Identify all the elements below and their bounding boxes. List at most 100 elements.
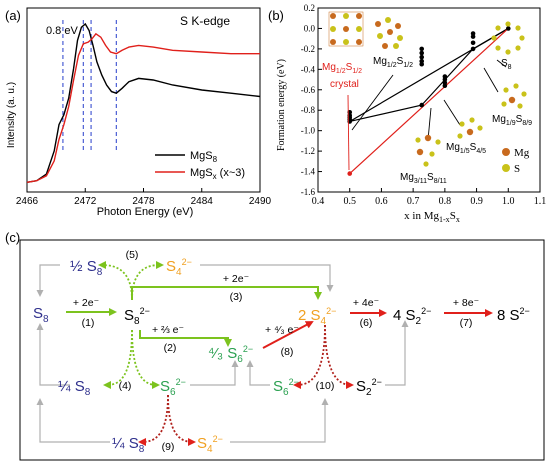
y-tick-label: -0.8 xyxy=(301,105,316,115)
reaction-9-id: (9) xyxy=(162,441,175,453)
structure-mg15s45-image xyxy=(457,117,483,139)
gray-connector-s6right-to-43s6 xyxy=(246,360,270,386)
x-tick-label: 0.4 xyxy=(312,196,325,207)
legend-s-label: S xyxy=(514,163,520,175)
pointer-mg311s811 xyxy=(427,107,432,141)
arrow-reaction-10-right xyxy=(324,324,354,389)
y-tick-label: 0.2 xyxy=(304,3,315,13)
reaction-6-id: (6) xyxy=(360,317,373,329)
label-crystal: crystal xyxy=(330,79,359,90)
panel-c: (c) xyxy=(5,230,545,461)
panel-a-xlabel: Photon Energy (eV) xyxy=(97,206,194,218)
label-mg12s12: Mg1/2S1/2 xyxy=(373,56,413,69)
pointer-mg15s45 xyxy=(443,99,461,126)
arrow-reaction-5-left xyxy=(98,261,133,301)
label-mg311s811: Mg3/11S8/11 xyxy=(400,172,447,185)
reaction-4-id: (4) xyxy=(119,380,132,392)
point-black xyxy=(505,26,511,31)
arrow-reaction-2 xyxy=(139,330,232,347)
panel-a-dashed-lines xyxy=(62,20,117,150)
panel-b-pointers xyxy=(347,59,507,171)
y-tick-label: -0.6 xyxy=(301,85,316,95)
species-quarter-s8-bottom: ¼ S8 xyxy=(112,435,145,455)
panel-b-ticks: 0.4 0.5 0.6 0.7 0.8 0.9 1.0 1.1 -1.6 -1.4 -1.2 -1.0… xyxy=(301,3,547,207)
point-black xyxy=(442,83,448,88)
label-mg19s89: Mg1/9S8/9 xyxy=(492,114,532,127)
species-s4-top: S42− xyxy=(166,257,192,278)
reaction-1-electrons: + 2e⁻ xyxy=(73,297,100,309)
y-tick-label: -0.2 xyxy=(301,44,315,54)
gray-connector-s4-bottom xyxy=(230,398,329,443)
pointer-crystal xyxy=(347,94,350,171)
panel-b-label: (b) xyxy=(268,8,284,23)
x-tick-label: 1.1 xyxy=(534,196,547,207)
legend-mg-atom-icon xyxy=(502,148,510,156)
y-tick-label: -1.4 xyxy=(301,167,316,177)
structure-crystal-image xyxy=(328,11,364,47)
gray-connector-half-s8-to-s8 xyxy=(36,264,60,297)
y-tick-label: -1.6 xyxy=(301,187,316,197)
species-4s2: 4 S22− xyxy=(393,306,431,327)
species-half-s8: ½ S8 xyxy=(70,258,103,278)
series-mgs8-line xyxy=(26,22,261,183)
structure-mg12s12-image xyxy=(375,17,403,49)
x-tick-label: 0.5 xyxy=(343,196,356,207)
pointer-mg19s89 xyxy=(483,67,499,93)
hull-red-line xyxy=(349,28,509,175)
species-2s4: 2 S42− xyxy=(298,306,336,327)
point-black xyxy=(419,46,425,52)
gray-connectors xyxy=(36,264,409,443)
panel-a-series xyxy=(26,22,261,183)
structure-mg311s811-image xyxy=(415,134,441,167)
y-tick-label: -1.0 xyxy=(301,126,316,136)
x-tick-label: 1.0 xyxy=(502,196,515,207)
panel-a-annotation: 0.8 eV xyxy=(46,25,78,37)
x-tick-label: 0.6 xyxy=(375,196,388,207)
reaction-7-id: (7) xyxy=(460,317,473,329)
reaction-8-id: (8) xyxy=(281,346,294,358)
panel-b: (b) Formation energy (eV) x in Mg1-xSx 0… xyxy=(268,3,546,224)
species-43-s6: ⁴⁄₃ S62− xyxy=(208,344,253,365)
arrow-reaction-10-left xyxy=(293,324,326,389)
reaction-3-id: (3) xyxy=(230,291,243,303)
label-s8: S8 xyxy=(501,58,512,71)
panel-b-hull-lines xyxy=(349,27,509,175)
point-black xyxy=(419,50,425,56)
y-tick-label: 0.0 xyxy=(304,23,316,33)
reaction-2-electrons: + ⅔ e⁻ xyxy=(152,324,185,336)
label-mg12s12-red: Mg1/2S1/2 xyxy=(322,62,362,75)
point-black xyxy=(419,54,425,60)
dotted-lime-arrows xyxy=(98,261,164,389)
structure-s8-image xyxy=(491,21,525,55)
structure-mg19s89-image xyxy=(501,83,527,109)
x-tick-label: 2490 xyxy=(249,196,272,207)
arrow-reaction-3 xyxy=(131,286,322,300)
series-mgsx-line xyxy=(26,32,260,183)
x-tick-label: 0.9 xyxy=(470,196,483,207)
gray-connector-s2-to-4s2 xyxy=(385,320,409,386)
gray-connector-s4-to-2s4 xyxy=(200,264,334,292)
arrow-reaction-8 xyxy=(262,321,314,349)
label-mg15s45: Mg1/5S4/5 xyxy=(446,142,486,155)
legend-mgs8-label: MgS8 xyxy=(190,150,218,164)
point-black xyxy=(470,34,476,39)
species-8s: 8 S2− xyxy=(497,306,530,324)
lime-arrows xyxy=(66,286,322,347)
point-black xyxy=(470,46,476,52)
x-tick-label: 2484 xyxy=(191,196,214,207)
species-quarter-s8-mid: ¼ S8 xyxy=(58,378,91,398)
x-tick-label: 0.7 xyxy=(407,196,420,207)
panel-a-x-ticks: 2466 2472 2478 2484 2490 xyxy=(16,188,272,207)
arrow-reaction-5-right xyxy=(131,261,164,301)
x-tick-label: 0.8 xyxy=(439,196,452,207)
panel-b-legend: Mg S xyxy=(502,147,530,175)
gray-connector-s6-to-43s6 xyxy=(190,360,239,386)
point-black xyxy=(419,102,425,108)
panel-a: (a) S K-edge 0.8 eV Intensity (a. u.) Ph… xyxy=(5,7,272,218)
species-s2-right: S22− xyxy=(356,377,382,398)
arrow-reaction-9-right xyxy=(167,394,196,446)
panel-a-ylabel: Intensity (a. u.) xyxy=(6,82,17,148)
species-s6-mid: S62− xyxy=(160,377,186,398)
reaction-6-electrons: + 4e⁻ xyxy=(353,297,380,309)
